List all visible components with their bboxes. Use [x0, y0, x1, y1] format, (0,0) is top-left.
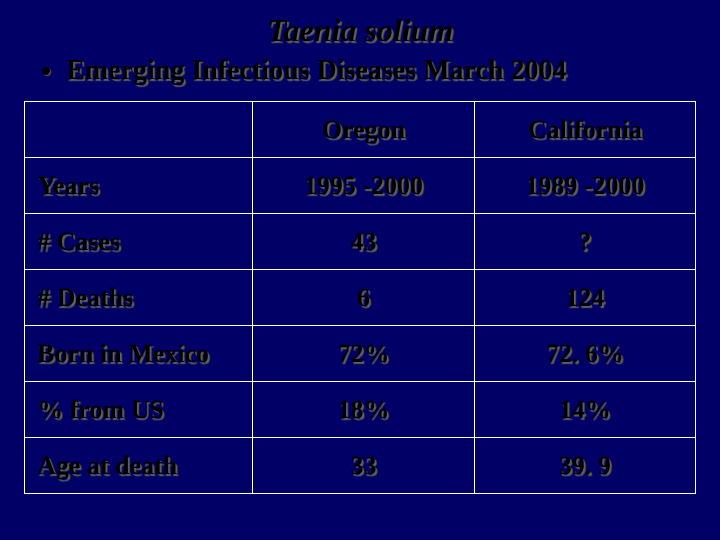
table-row: Born in Mexico 72% 72. 6% — [25, 326, 696, 382]
table-cell: ? — [474, 214, 695, 270]
table-cell: Born in Mexico — [25, 326, 253, 382]
bullet-dot-icon — [42, 67, 50, 75]
table-cell: # Cases — [25, 214, 253, 270]
table-header-cell: Oregon — [253, 102, 474, 158]
table-row: % from US 18% 14% — [25, 382, 696, 438]
table-cell: 1995 -2000 — [253, 158, 474, 214]
table-cell: 1989 -2000 — [474, 158, 695, 214]
slide: Taenia solium Emerging Infectious Diseas… — [0, 0, 720, 540]
table-cell: 124 — [474, 270, 695, 326]
table-header-cell: California — [474, 102, 695, 158]
bullet-text: Emerging Infectious Diseases March 2004 — [66, 55, 566, 87]
table-cell: Age at death — [25, 438, 253, 494]
table-cell: 6 — [253, 270, 474, 326]
data-table: Oregon California Years 1995 -2000 1989 … — [24, 101, 696, 494]
table-cell: 72% — [253, 326, 474, 382]
table-cell: 33 — [253, 438, 474, 494]
table-row: # Deaths 6 124 — [25, 270, 696, 326]
table-cell: 43 — [253, 214, 474, 270]
bullet-item: Emerging Infectious Diseases March 2004 — [24, 55, 696, 87]
table-cell: Years — [25, 158, 253, 214]
table-header-row: Oregon California — [25, 102, 696, 158]
table-row: Years 1995 -2000 1989 -2000 — [25, 158, 696, 214]
table-cell: 18% — [253, 382, 474, 438]
slide-title: Taenia solium — [24, 12, 696, 49]
table-cell: 14% — [474, 382, 695, 438]
table-cell: % from US — [25, 382, 253, 438]
table-cell: 39. 9 — [474, 438, 695, 494]
table-cell: # Deaths — [25, 270, 253, 326]
table-row: # Cases 43 ? — [25, 214, 696, 270]
table-header-cell — [25, 102, 253, 158]
table-row: Age at death 33 39. 9 — [25, 438, 696, 494]
table-cell: 72. 6% — [474, 326, 695, 382]
